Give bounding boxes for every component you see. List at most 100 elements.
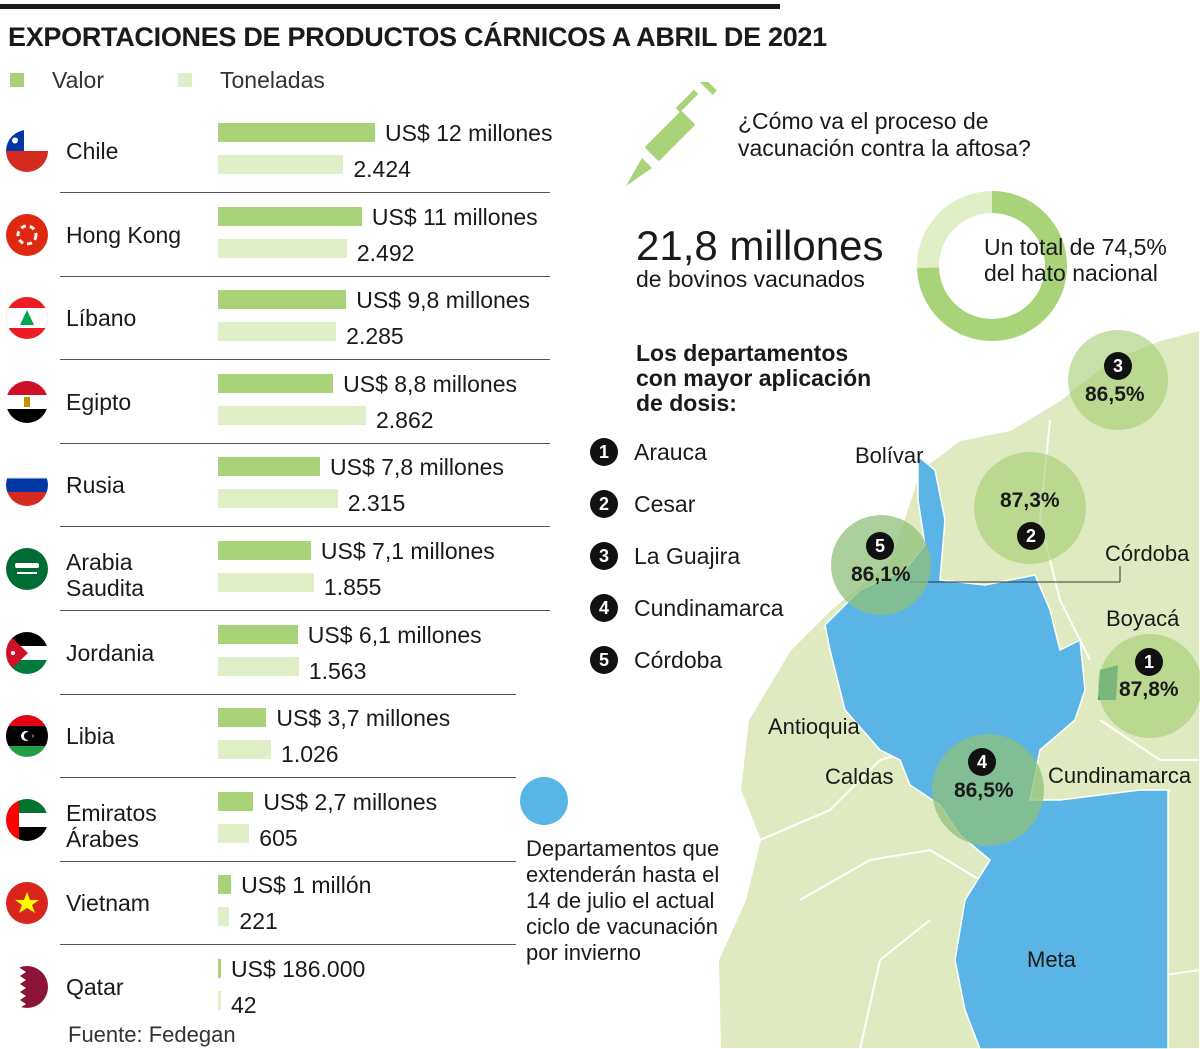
country-name: Rusia xyxy=(66,472,125,498)
legend-valor: Valor xyxy=(10,66,104,94)
hong-kong-flag xyxy=(6,213,48,256)
valor-bar xyxy=(218,457,321,477)
coverage-circle-la-guajira xyxy=(1068,330,1168,430)
vaccinated-caption: de bovinos vacunados xyxy=(636,266,865,292)
row-divider xyxy=(60,693,516,695)
coverage-circle-cordoba xyxy=(831,515,931,615)
ranking-item: 5 Córdoba xyxy=(590,645,722,675)
toneladas-bar xyxy=(218,322,337,342)
country-name: Emiratos Árabes xyxy=(66,800,157,852)
ranking-item: 4 Cundinamarca xyxy=(590,593,784,623)
map-label-cordoba: Córdoba xyxy=(1105,541,1190,566)
country-name-line: Libia xyxy=(66,723,115,750)
map-label-antioquia: Antioquia xyxy=(768,714,860,739)
row-divider xyxy=(60,275,550,277)
toneladas-label: 2.285 xyxy=(346,323,404,350)
country-name-line: Vietnam xyxy=(66,890,150,917)
colombia-map xyxy=(716,330,1200,1049)
legend-valor-swatch xyxy=(10,73,24,87)
chile-flag xyxy=(6,130,48,172)
map-pct-cundinamarca: 86,5% xyxy=(954,779,1014,802)
legend-toneladas: Toneladas xyxy=(178,66,325,94)
country-name: Vietnam xyxy=(66,890,150,916)
ranking-number: 2 xyxy=(590,490,618,518)
ranking-number: 5 xyxy=(590,646,618,674)
toneladas-label: 221 xyxy=(239,908,278,935)
ranking-number: 1 xyxy=(590,438,618,466)
libya-flag xyxy=(6,715,48,758)
valor-bar xyxy=(218,290,347,310)
country-row: Egipto US$ 8,8 millones 2.862 xyxy=(0,361,560,444)
country-name-line: Jordania xyxy=(66,639,155,666)
map-label-caldas: Caldas xyxy=(825,764,894,789)
toneladas-label: 605 xyxy=(259,824,298,851)
toneladas-bar xyxy=(218,489,338,509)
valor-bar xyxy=(218,791,254,811)
valor-bar xyxy=(218,541,311,560)
country-row: Hong Kong US$ 11 millones 2.492 xyxy=(0,194,560,277)
coverage-circle-cundinamarca xyxy=(932,734,1044,846)
map-badge-3: 3 xyxy=(1104,352,1132,380)
valor-bar xyxy=(218,875,232,895)
saudi-arabia-flag xyxy=(6,548,48,590)
country-row: Jordania US$ 6,1 millones 1.563 xyxy=(0,612,560,695)
row-divider xyxy=(60,359,550,361)
valor-bar xyxy=(218,123,375,142)
country-name: Líbano xyxy=(66,305,136,331)
toneladas-label: 2.424 xyxy=(353,156,411,182)
valor-bar xyxy=(218,624,298,644)
country-name: Libia xyxy=(66,723,115,749)
donut-caption-line-2: del hato nacional xyxy=(984,260,1158,286)
ranking-name: La Guajira xyxy=(634,542,741,569)
jordan-flag xyxy=(6,631,48,674)
country-name-line: Emiratos xyxy=(66,799,157,826)
valor-bar xyxy=(218,373,334,393)
legend-valor-label: Valor xyxy=(52,66,104,93)
vaccinated-count: 21,8 millones xyxy=(636,222,884,269)
country-row: Libia US$ 3,7 millones 1.026 xyxy=(0,695,560,779)
valor-bar xyxy=(218,959,221,978)
toneladas-label: 2.492 xyxy=(356,239,415,266)
ranking-name: Cesar xyxy=(634,490,696,517)
ranking-name: Córdoba xyxy=(634,646,723,673)
ranking-name: Arauca xyxy=(634,438,707,465)
departments-heading-line-1: Los departamentos xyxy=(636,340,849,366)
valor-label: US$ 6,1 millones xyxy=(307,621,482,648)
map-badge-5: 5 xyxy=(866,532,894,560)
country-name-line: Saudita xyxy=(66,575,145,601)
country-name: Hong Kong xyxy=(66,222,181,248)
country-name: Jordania xyxy=(66,640,154,666)
departments-heading: Los departamentos con mayor aplicación d… xyxy=(636,341,871,416)
toneladas-bar xyxy=(218,823,250,843)
egypt-flag xyxy=(6,380,48,423)
vaccination-question: ¿Cómo va el proceso de vacunación contra… xyxy=(738,108,1031,162)
map-pct-arauca: 87,8% xyxy=(1119,678,1179,701)
ranking-number: 3 xyxy=(590,542,618,570)
source-note: Fuente: Fedegan xyxy=(68,1022,236,1047)
valor-label: US$ 7,1 millones xyxy=(320,538,495,564)
ranking-item: 2 Cesar xyxy=(590,489,695,519)
extension-legend-text: Departamentos que extenderán hasta el 14… xyxy=(526,836,720,965)
top-rule xyxy=(0,4,780,9)
map-badge-2: 2 xyxy=(1017,522,1045,550)
russia-flag xyxy=(6,464,48,507)
toneladas-bar xyxy=(218,405,366,425)
country-name: Chile xyxy=(66,138,118,164)
country-row: Qatar US$ 186.000 42 xyxy=(0,946,560,1029)
donut-progress xyxy=(917,191,1067,341)
country-name: Egipto xyxy=(66,389,131,415)
map-badge-4: 4 xyxy=(968,748,996,776)
syringe-icon xyxy=(626,82,717,186)
valor-label: US$ 7,8 millones xyxy=(330,454,504,481)
departments-heading-line-3: de dosis: xyxy=(636,390,737,416)
toneladas-bar xyxy=(218,656,299,676)
legend-toneladas-label: Toneladas xyxy=(220,66,325,93)
extension-legend-dot xyxy=(520,777,568,825)
toneladas-label: 1.563 xyxy=(308,657,367,684)
qatar-flag xyxy=(6,966,48,1008)
country-name-line: Árabes xyxy=(66,825,139,852)
country-name-line: Chile xyxy=(66,138,119,164)
map-label-cundinamarca: Cundinamarca xyxy=(1048,763,1192,788)
toneladas-bar xyxy=(218,573,314,592)
question-line-1: ¿Cómo va el proceso de xyxy=(738,108,989,134)
